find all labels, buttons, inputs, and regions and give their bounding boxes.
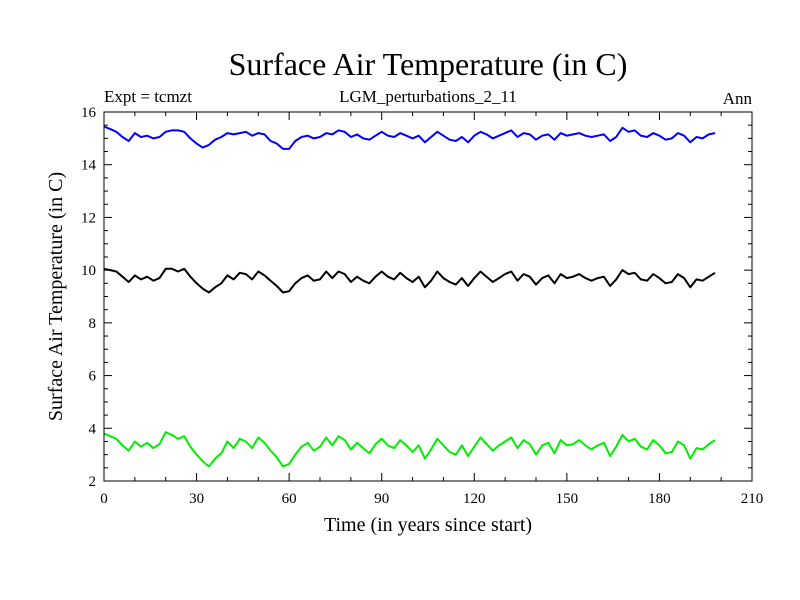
x-tick-label: 120 xyxy=(463,491,486,507)
plot-frame xyxy=(103,111,753,482)
x-tick-label: 180 xyxy=(648,491,671,507)
y-tick-label: 12 xyxy=(81,210,96,226)
y-tick-label: 2 xyxy=(89,474,97,490)
y-axis-label: Surface Air Temperature (in C) xyxy=(45,172,67,421)
x-tick-label: 0 xyxy=(100,491,108,507)
x-tick-label: 60 xyxy=(282,491,297,507)
series-line-blue xyxy=(103,125,716,150)
y-tick-label: 16 xyxy=(81,105,97,121)
season-label: Ann xyxy=(723,89,753,108)
y-tick-label: 10 xyxy=(81,263,96,279)
x-tick-label: 90 xyxy=(374,491,389,507)
dataset-label: LGM_perturbations_2_11 xyxy=(339,87,517,106)
axis-ticks xyxy=(103,111,753,482)
series-line-green xyxy=(103,431,716,468)
tick-labels: 0 30 60 90 120 150 180 210 2 4 6 8 10 12 14 16 xyxy=(81,105,763,507)
x-tick-label: 210 xyxy=(741,491,764,507)
series-lines xyxy=(103,125,716,468)
chart-title: Surface Air Temperature (in C) xyxy=(229,46,628,82)
x-tick-label: 30 xyxy=(189,491,204,507)
x-axis-label: Time (in years since start) xyxy=(324,514,532,536)
y-tick-label: 14 xyxy=(81,158,97,174)
x-tick-label: 150 xyxy=(556,491,579,507)
experiment-label: Expt = tcmzt xyxy=(104,87,192,106)
y-tick-label: 6 xyxy=(89,369,97,385)
y-tick-label: 4 xyxy=(89,421,97,437)
y-tick-label: 8 xyxy=(89,316,97,332)
series-line-black xyxy=(103,267,716,294)
